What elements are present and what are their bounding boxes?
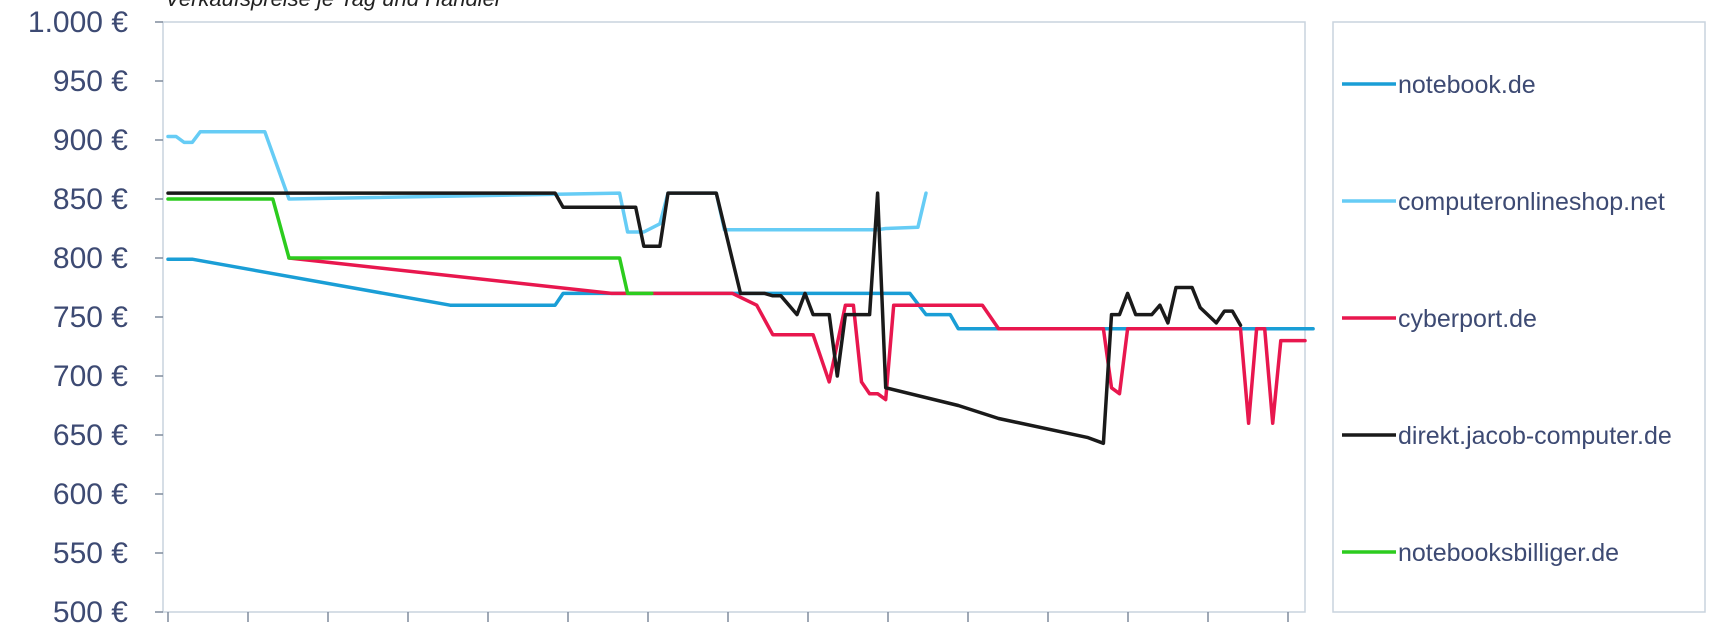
series-line-notebook-de (166, 257, 1315, 331)
y-tick-label: 850 € (53, 183, 128, 216)
y-tick-label: 750 € (53, 301, 128, 334)
legend-label: direkt.jacob-computer.de (1398, 422, 1672, 450)
chart-subtitle: Verkaufspreise je Tag und Händler (165, 0, 504, 11)
legend-label: cyberport.de (1398, 305, 1537, 333)
y-tick-label: 650 € (53, 419, 128, 452)
series-line-notebooksbilliger-de (166, 197, 654, 296)
x-axis (167, 612, 1289, 622)
legend-label: notebook.de (1398, 71, 1536, 99)
y-tick-label: 900 € (53, 124, 128, 157)
legend-label: computeronlineshop.net (1398, 188, 1665, 216)
legend: notebook.de computeronlineshop.net cyberpo… (1342, 71, 1672, 567)
series-line-direkt-jacob-computer-de (166, 191, 1243, 446)
y-tick-label: 700 € (53, 360, 128, 393)
plot-area (162, 21, 1306, 613)
y-tick-label: 950 € (53, 65, 128, 98)
y-tick-label: 500 € (53, 596, 128, 626)
y-tick-label: 550 € (53, 537, 128, 570)
y-tick-label: 1.000 € (28, 6, 128, 39)
y-axis: 1.000 € 950 € 900 € 850 € 800 € 750 € 700 € 650… (28, 6, 163, 626)
series-lines (166, 129, 1315, 446)
y-tick-label: 800 € (53, 242, 128, 275)
series-line-cyberport-de (287, 256, 1307, 425)
legend-label: notebooksbilliger.de (1398, 539, 1619, 567)
y-tick-label: 600 € (53, 478, 128, 511)
